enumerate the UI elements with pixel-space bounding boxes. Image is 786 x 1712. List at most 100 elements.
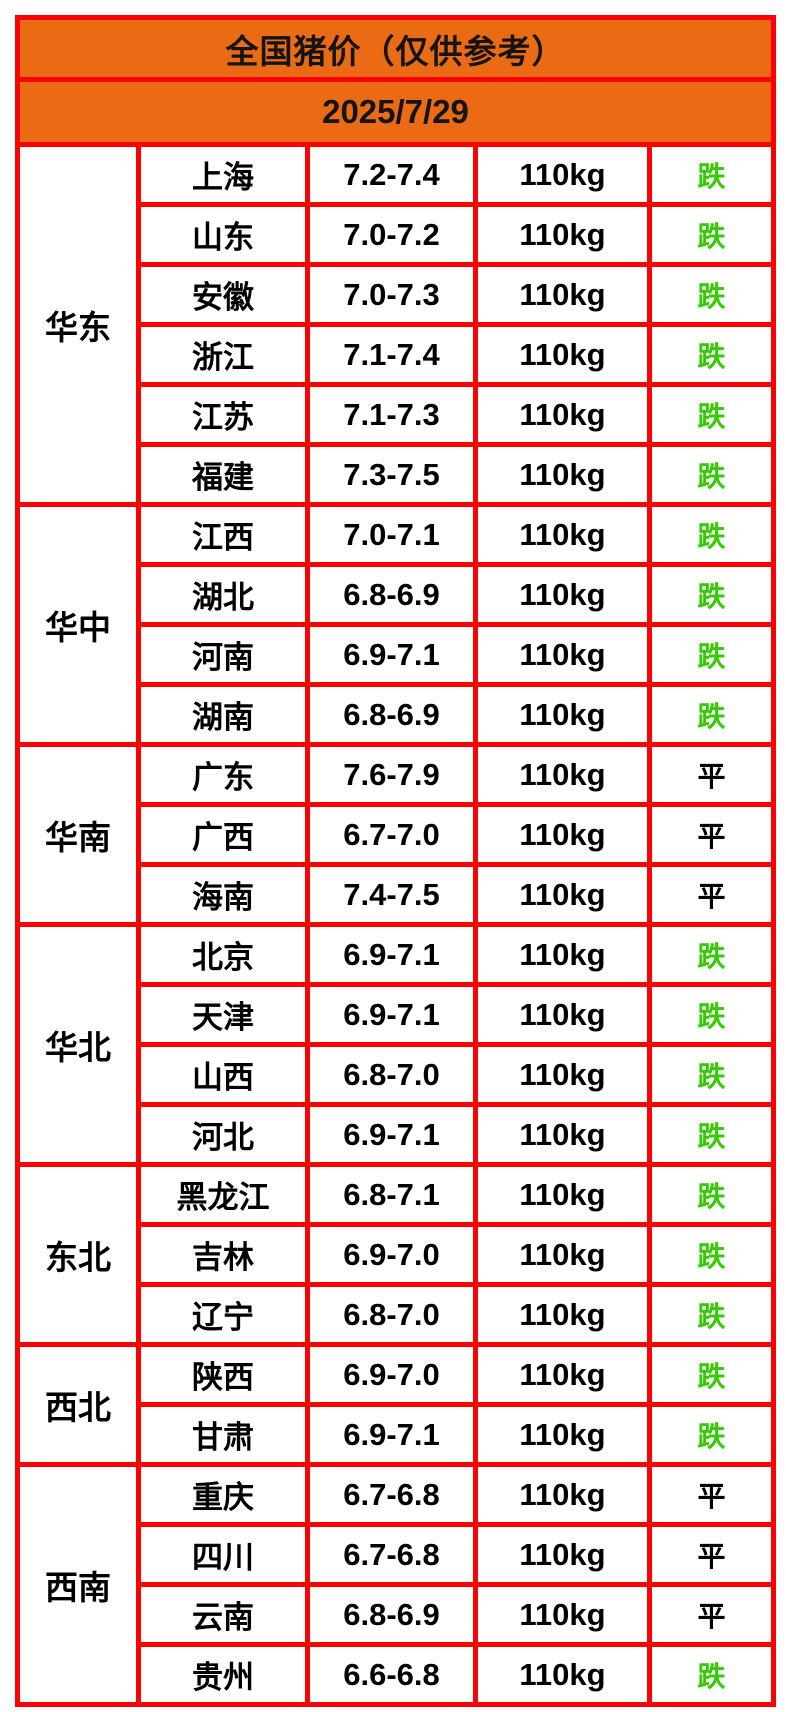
region-cell: 华北 — [15, 922, 141, 1167]
status-cell: 跌 — [647, 1162, 776, 1227]
status-cell: 跌 — [647, 142, 776, 207]
status-cell: 跌 — [647, 922, 776, 987]
table-row: 辽宁 6.8-7.0 110kg 跌 — [18, 1282, 776, 1347]
price-range-cell: 6.9-7.1 — [305, 622, 478, 687]
table-row: 贵州 6.6-6.8 110kg 跌 — [18, 1642, 776, 1707]
date-label: 2025/7/29 — [15, 77, 776, 147]
price-range-cell: 6.8-6.9 — [305, 562, 478, 627]
table-row: 华中 江西 7.0-7.1 110kg 跌 — [15, 502, 776, 747]
table-row: 海南 7.4-7.5 110kg 平 — [18, 862, 776, 927]
status-cell: 平 — [647, 802, 776, 867]
status-cell: 跌 — [647, 502, 776, 567]
table-row: 山西 6.8-7.0 110kg 跌 — [18, 1042, 776, 1107]
province-cell: 广东 — [136, 742, 310, 807]
weight-cell: 110kg — [473, 1642, 652, 1707]
province-cell: 山东 — [136, 202, 310, 267]
weight-cell: 110kg — [473, 1102, 652, 1167]
province-cell: 甘肃 — [136, 1402, 310, 1467]
status-cell: 跌 — [647, 682, 776, 747]
price-range-cell: 6.6-6.8 — [305, 1642, 478, 1707]
province-cell: 云南 — [136, 1582, 310, 1647]
table-row: 天津 6.9-7.1 110kg 跌 — [18, 982, 776, 1047]
price-range-cell: 6.9-7.1 — [305, 922, 478, 987]
weight-cell: 110kg — [473, 1282, 652, 1347]
table-row: 西南 重庆 6.7-6.8 110kg 平 — [15, 1462, 776, 1707]
weight-cell: 110kg — [473, 1342, 652, 1407]
table-row: 安徽 7.0-7.3 110kg 跌 — [18, 262, 776, 327]
title-row: 全国猪价（仅供参考） — [15, 15, 776, 82]
weight-cell: 110kg — [473, 502, 652, 567]
table-row: 甘肃 6.9-7.1 110kg 跌 — [18, 1402, 776, 1467]
table-row: 云南 6.8-6.9 110kg 平 — [18, 1582, 776, 1647]
province-cell: 山西 — [136, 1042, 310, 1107]
weight-cell: 110kg — [473, 442, 652, 507]
weight-cell: 110kg — [473, 622, 652, 687]
province-cell: 江西 — [136, 502, 310, 567]
province-cell: 湖南 — [136, 682, 310, 747]
province-cell: 湖北 — [136, 562, 310, 627]
weight-cell: 110kg — [473, 682, 652, 747]
weight-cell: 110kg — [473, 922, 652, 987]
table-row: 华南 广东 7.6-7.9 110kg 平 — [15, 742, 776, 927]
status-cell: 跌 — [647, 1102, 776, 1167]
status-cell: 跌 — [647, 1402, 776, 1467]
price-range-cell: 6.8-7.0 — [305, 1042, 478, 1107]
price-range-cell: 6.8-7.1 — [305, 1162, 478, 1227]
table-row: 四川 6.7-6.8 110kg 平 — [18, 1522, 776, 1587]
status-cell: 跌 — [647, 1282, 776, 1347]
weight-cell: 110kg — [473, 562, 652, 627]
price-range-cell: 6.8-7.0 — [305, 1282, 478, 1347]
table-row: 西北 陕西 6.9-7.0 110kg 跌 — [15, 1342, 776, 1467]
region-cell: 华南 — [15, 742, 141, 927]
province-cell: 贵州 — [136, 1642, 310, 1707]
price-range-cell: 6.8-6.9 — [305, 1582, 478, 1647]
status-cell: 平 — [647, 862, 776, 927]
weight-cell: 110kg — [473, 862, 652, 927]
weight-cell: 110kg — [473, 982, 652, 1047]
weight-cell: 110kg — [473, 1402, 652, 1467]
status-cell: 跌 — [647, 262, 776, 327]
status-cell: 跌 — [647, 622, 776, 687]
price-range-cell: 7.0-7.1 — [305, 502, 478, 567]
weight-cell: 110kg — [473, 742, 652, 807]
price-range-cell: 7.4-7.5 — [305, 862, 478, 927]
price-range-cell: 7.3-7.5 — [305, 442, 478, 507]
price-range-cell: 6.7-6.8 — [305, 1522, 478, 1587]
region-cell: 华中 — [15, 502, 141, 747]
table-row: 华东 上海 7.2-7.4 110kg 跌 — [15, 142, 776, 507]
province-cell: 重庆 — [136, 1462, 310, 1527]
table-row: 山东 7.0-7.2 110kg 跌 — [18, 202, 776, 267]
province-cell: 广西 — [136, 802, 310, 867]
weight-cell: 110kg — [473, 142, 652, 207]
province-cell: 吉林 — [136, 1222, 310, 1287]
page-title: 全国猪价（仅供参考） — [15, 15, 776, 82]
status-cell: 平 — [647, 742, 776, 807]
province-cell: 辽宁 — [136, 1282, 310, 1347]
province-cell: 河南 — [136, 622, 310, 687]
weight-cell: 110kg — [473, 1042, 652, 1107]
province-cell: 北京 — [136, 922, 310, 987]
status-cell: 跌 — [647, 382, 776, 447]
weight-cell: 110kg — [473, 1462, 652, 1527]
province-cell: 海南 — [136, 862, 310, 927]
weight-cell: 110kg — [473, 262, 652, 327]
date-row: 2025/7/29 — [15, 77, 776, 147]
price-range-cell: 6.9-7.0 — [305, 1342, 478, 1407]
price-range-cell: 7.6-7.9 — [305, 742, 478, 807]
table-row: 福建 7.3-7.5 110kg 跌 — [18, 442, 776, 507]
price-range-cell: 6.9-7.1 — [305, 982, 478, 1047]
status-cell: 跌 — [647, 1342, 776, 1407]
status-cell: 平 — [647, 1462, 776, 1527]
province-cell: 四川 — [136, 1522, 310, 1587]
table-row: 吉林 6.9-7.0 110kg 跌 — [18, 1222, 776, 1287]
status-cell: 跌 — [647, 982, 776, 1047]
weight-cell: 110kg — [473, 322, 652, 387]
province-cell: 上海 — [136, 142, 310, 207]
status-cell: 平 — [647, 1522, 776, 1587]
status-cell: 跌 — [647, 442, 776, 507]
table-row: 河北 6.9-7.1 110kg 跌 — [18, 1102, 776, 1167]
province-cell: 江苏 — [136, 382, 310, 447]
price-range-cell: 7.0-7.2 — [305, 202, 478, 267]
price-range-cell: 6.7-7.0 — [305, 802, 478, 867]
